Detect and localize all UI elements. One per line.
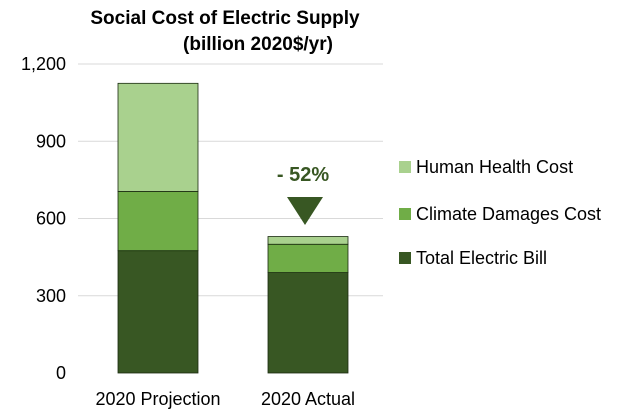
bars xyxy=(117,82,349,374)
y-tick-label: 600 xyxy=(36,209,66,229)
bar-segment xyxy=(117,191,199,252)
y-tick-label: 1,200 xyxy=(21,54,66,74)
legend-swatch xyxy=(399,252,411,264)
legend-label: Human Health Cost xyxy=(416,157,573,177)
reduction-label: - 52% xyxy=(277,164,329,186)
bar-segment xyxy=(117,82,199,192)
bar-segment xyxy=(267,272,349,374)
y-tick-label: 0 xyxy=(56,363,66,383)
y-tick-label: 300 xyxy=(36,286,66,306)
bar-segment xyxy=(267,236,349,245)
legend-swatch xyxy=(399,161,411,173)
legend-label: Total Electric Bill xyxy=(416,248,547,268)
reduction-annotation: - 52% xyxy=(277,164,329,225)
chart-title: Social Cost of Electric Supply xyxy=(90,8,360,29)
bar-segment xyxy=(267,243,349,273)
y-tick-label: 900 xyxy=(36,131,66,151)
y-axis: 0 300 600 900 1,200 xyxy=(21,54,66,383)
legend-label: Climate Damages Cost xyxy=(416,204,601,224)
legend: Human Health Cost Climate Damages Cost Tot… xyxy=(399,157,601,268)
legend-swatch xyxy=(399,208,411,220)
x-axis: 2020 Projection 2020 Actual xyxy=(95,389,355,409)
chart-subtitle: (billion 2020$/yr) xyxy=(183,34,333,55)
down-triangle-icon xyxy=(287,197,323,225)
x-tick-label: 2020 Projection xyxy=(95,389,220,409)
bar-segment xyxy=(117,250,199,374)
x-tick-label: 2020 Actual xyxy=(261,389,355,409)
